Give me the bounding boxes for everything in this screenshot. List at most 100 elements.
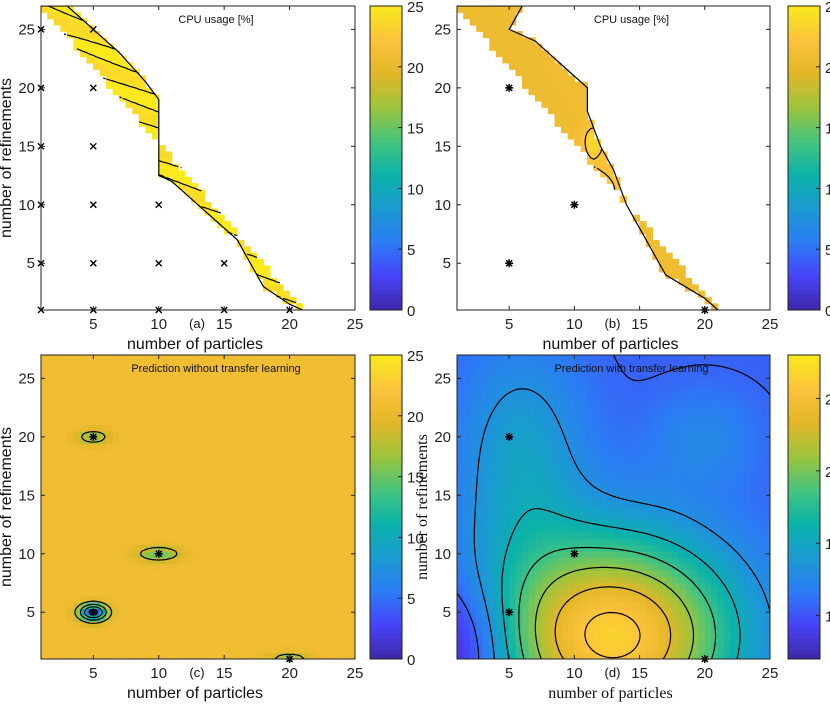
heatmap-cell	[112, 355, 120, 362]
heatmap-cell	[250, 411, 258, 419]
heatmap-cell	[125, 475, 134, 483]
heatmap-cell	[106, 557, 114, 565]
heatmap-cell	[204, 449, 212, 457]
heatmap-cell	[53, 399, 62, 407]
heatmap-cell	[639, 582, 647, 590]
heatmap-cell	[469, 589, 478, 597]
heatmap-cell	[145, 633, 153, 641]
heatmap-cell	[554, 443, 562, 451]
heatmap-cell	[276, 506, 284, 514]
heatmap-cell	[619, 582, 628, 590]
heatmap-cell	[626, 494, 634, 502]
heatmap-cell	[348, 576, 355, 584]
heatmap-cell	[138, 538, 147, 546]
heatmap-cell	[652, 582, 660, 590]
heatmap-cell	[119, 392, 127, 400]
heatmap-cell	[704, 532, 712, 540]
heatmap-cell	[230, 443, 238, 451]
colorbar-cell	[370, 633, 402, 640]
heatmap-cell	[750, 506, 758, 514]
heatmap-cell	[743, 462, 751, 470]
heatmap-cell	[521, 551, 530, 559]
heatmap-cell	[217, 487, 225, 495]
heatmap-cell	[243, 462, 251, 470]
heatmap-cell	[763, 468, 770, 476]
heatmap-cell	[53, 563, 62, 571]
heatmap-cell	[561, 94, 569, 102]
heatmap-cell	[223, 646, 232, 654]
heatmap-cell	[561, 69, 569, 77]
heatmap-cell	[47, 411, 55, 419]
heatmap-cell	[750, 430, 758, 438]
heatmap-cell	[197, 538, 206, 546]
heatmap-cell	[250, 437, 258, 445]
heatmap-cell	[457, 6, 465, 13]
heatmap-cell	[554, 582, 562, 590]
heatmap-cell	[151, 576, 160, 584]
heatmap-cell	[217, 519, 225, 527]
heatmap-cell	[138, 418, 147, 426]
colorbar-box	[369, 354, 403, 660]
heatmap-cell	[763, 411, 770, 419]
heatmap-cell	[119, 355, 127, 362]
heatmap-cell	[691, 481, 699, 489]
heatmap-cell	[53, 652, 62, 659]
heatmap-cell	[482, 437, 491, 445]
heatmap-cell	[269, 614, 277, 622]
heatmap-cell	[606, 620, 614, 628]
heatmap-cell	[704, 551, 712, 559]
heatmap-cell	[138, 411, 147, 419]
heatmap-cell	[295, 487, 304, 495]
heatmap-cell	[528, 513, 536, 521]
heatmap-cell	[547, 620, 556, 628]
heatmap-cell	[593, 456, 601, 464]
heatmap-cell	[489, 589, 497, 597]
heatmap-cell	[41, 582, 49, 590]
heatmap-cell	[66, 468, 75, 476]
heatmap-cell	[250, 494, 258, 502]
heatmap-cell	[756, 405, 764, 413]
heatmap-cell	[469, 538, 478, 546]
heatmap-cell	[119, 627, 127, 635]
heatmap-cell	[295, 570, 304, 578]
heatmap-cell	[697, 633, 706, 641]
heatmap-cell	[328, 525, 336, 533]
heatmap-cell	[528, 88, 536, 96]
heatmap-cell	[53, 595, 62, 603]
heatmap-cell	[178, 652, 186, 659]
heatmap-cell	[210, 633, 219, 641]
heatmap-cell	[217, 494, 225, 502]
heatmap-cell	[282, 392, 291, 400]
heatmap-cell	[502, 582, 510, 590]
heatmap-cell	[99, 525, 107, 533]
heatmap-cell	[335, 563, 343, 571]
heatmap-cell	[665, 462, 673, 470]
heatmap-cell	[204, 589, 212, 597]
heatmap-cell	[341, 418, 349, 426]
heatmap-cell	[600, 608, 608, 616]
heatmap-cell	[502, 538, 510, 546]
heatmap-cell	[348, 589, 355, 597]
heatmap-cell	[112, 646, 120, 654]
heatmap-cell	[60, 576, 68, 584]
heatmap-cell	[269, 424, 277, 432]
heatmap-cell	[335, 620, 343, 628]
heatmap-cell	[652, 620, 660, 628]
heatmap-cell	[236, 456, 245, 464]
colorbar-cell	[370, 491, 402, 498]
colorbar-cell	[370, 552, 402, 558]
heatmap-cell	[236, 627, 245, 635]
heatmap-cell	[178, 582, 186, 590]
heatmap-cell	[652, 475, 660, 483]
heatmap-cell	[521, 582, 530, 590]
heatmap-cell	[282, 443, 291, 451]
heatmap-cell	[230, 557, 238, 565]
heatmap-cell	[223, 424, 232, 432]
heatmap-cell	[171, 525, 179, 533]
heatmap-cell	[606, 570, 614, 578]
heatmap-cell	[138, 627, 147, 635]
heatmap-cell	[645, 563, 654, 571]
heatmap-cell	[263, 513, 271, 521]
heatmap-cell	[250, 582, 258, 590]
heatmap-cell	[217, 361, 225, 369]
